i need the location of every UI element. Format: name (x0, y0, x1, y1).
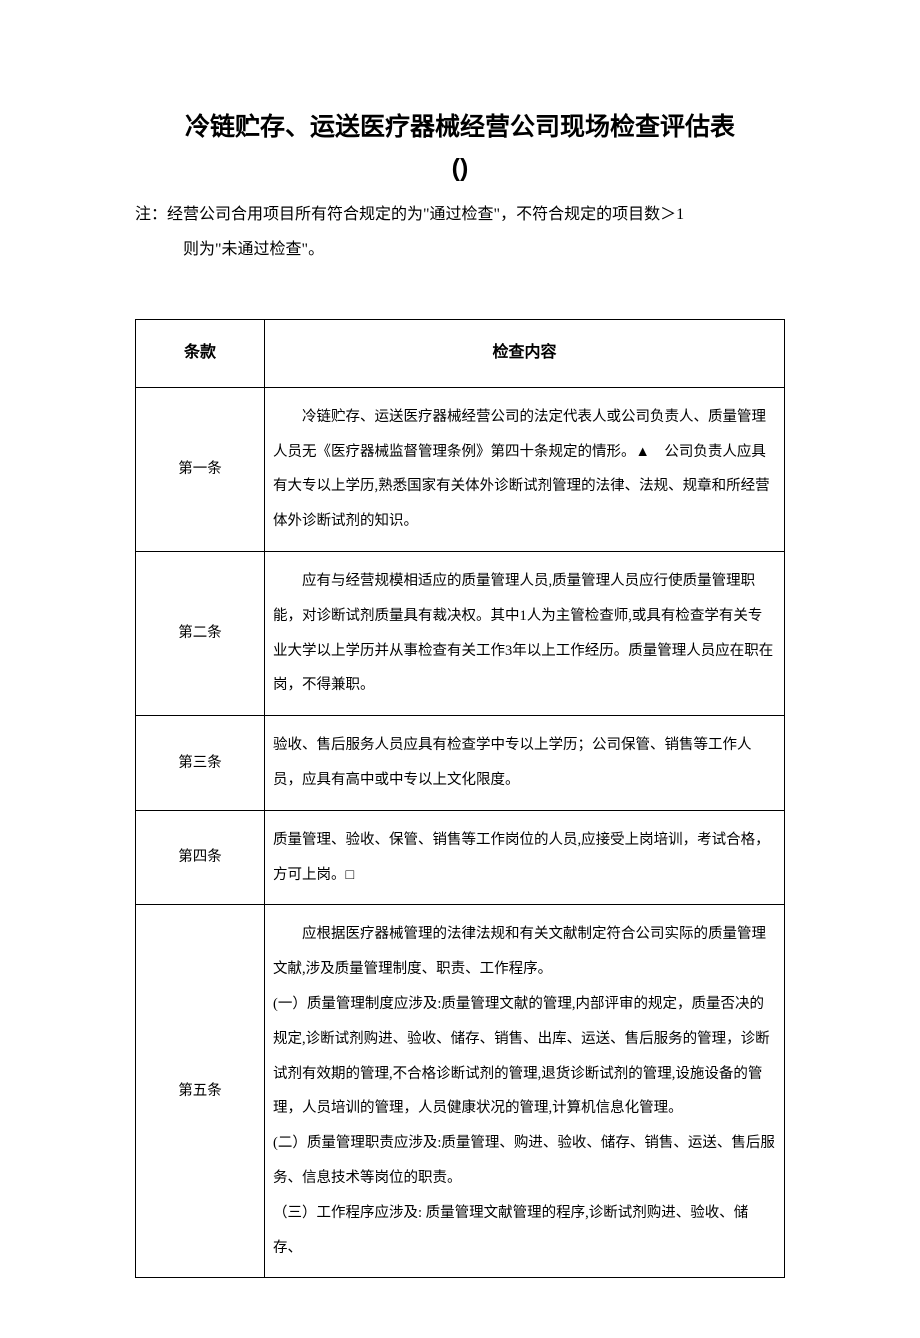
page-title: 冷链贮存、运送医疗器械经营公司现场检查评估表 (135, 105, 785, 150)
article-label: 第三条 (136, 716, 265, 811)
table-header-row: 条款 检查内容 (136, 320, 785, 387)
article-content: 应根据医疗器械管理的法律法规和有关文献制定符合公司实际的质量管理文献,涉及质量管… (265, 905, 785, 1278)
header-content: 检查内容 (265, 320, 785, 387)
content-text: 验收、售后服务人员应具有检查学中专以上学历；公司保管、销售等工作人员，应具有高中… (273, 728, 776, 798)
article-label: 第二条 (136, 551, 265, 715)
evaluation-table: 条款 检查内容 第一条 冷链贮存、运送医疗器械经营公司的法定代表人或公司负责人、… (135, 319, 785, 1278)
article-content: 应有与经营规模相适应的质量管理人员,质量管理人员应行使质量管理职能，对诊断试剂质… (265, 551, 785, 715)
article-label: 第五条 (136, 905, 265, 1278)
note-line-2: 则为"未通过检查"。 (135, 232, 785, 267)
content-para-2: (一）质量管理制度应涉及:质量管理文献的管理,内部评审的规定，质量否决的规定,诊… (273, 987, 776, 1126)
table-row: 第五条 应根据医疗器械管理的法律法规和有关文献制定符合公司实际的质量管理文献,涉… (136, 905, 785, 1278)
table-row: 第一条 冷链贮存、运送医疗器械经营公司的法定代表人或公司负责人、质量管理人员无《… (136, 387, 785, 551)
note-line-1: 注：经营公司合用项目所有符合规定的为"通过检查"，不符合规定的项目数＞1 (135, 197, 785, 232)
content-text: 质量管理、验收、保管、销售等工作岗位的人员,应接受上岗培训，考试合格，方可上岗。… (273, 823, 776, 893)
table-row: 第三条 验收、售后服务人员应具有检查学中专以上学历；公司保管、销售等工作人员，应… (136, 716, 785, 811)
article-label: 第四条 (136, 810, 265, 905)
article-content: 冷链贮存、运送医疗器械经营公司的法定代表人或公司负责人、质量管理人员无《医疗器械… (265, 387, 785, 551)
content-text: 应有与经营规模相适应的质量管理人员,质量管理人员应行使质量管理职能，对诊断试剂质… (273, 564, 776, 703)
content-text: 冷链贮存、运送医疗器械经营公司的法定代表人或公司负责人、质量管理人员无《医疗器械… (273, 400, 776, 539)
content-para-4: （三）工作程序应涉及: 质量管理文献管理的程序,诊断试剂购进、验收、储存、 (273, 1196, 776, 1266)
content-para-1: 应根据医疗器械管理的法律法规和有关文献制定符合公司实际的质量管理文献,涉及质量管… (273, 917, 776, 987)
content-para-3: (二）质量管理职责应涉及:质量管理、购进、验收、储存、销售、运送、售后服务、信息… (273, 1126, 776, 1196)
note-block: 注：经营公司合用项目所有符合规定的为"通过检查"，不符合规定的项目数＞1 则为"… (135, 197, 785, 267)
note-prefix: 注： (135, 206, 167, 223)
header-article: 条款 (136, 320, 265, 387)
document-page: 冷链贮存、运送医疗器械经营公司现场检查评估表 () 注：经营公司合用项目所有符合… (0, 0, 920, 1338)
note-text-1: 经营公司合用项目所有符合规定的为"通过检查"，不符合规定的项目数＞1 (167, 206, 684, 223)
article-label: 第一条 (136, 387, 265, 551)
article-content: 质量管理、验收、保管、销售等工作岗位的人员,应接受上岗培训，考试合格，方可上岗。… (265, 810, 785, 905)
table-row: 第四条 质量管理、验收、保管、销售等工作岗位的人员,应接受上岗培训，考试合格，方… (136, 810, 785, 905)
page-subtitle: () (135, 154, 785, 183)
article-content: 验收、售后服务人员应具有检查学中专以上学历；公司保管、销售等工作人员，应具有高中… (265, 716, 785, 811)
table-row: 第二条 应有与经营规模相适应的质量管理人员,质量管理人员应行使质量管理职能，对诊… (136, 551, 785, 715)
